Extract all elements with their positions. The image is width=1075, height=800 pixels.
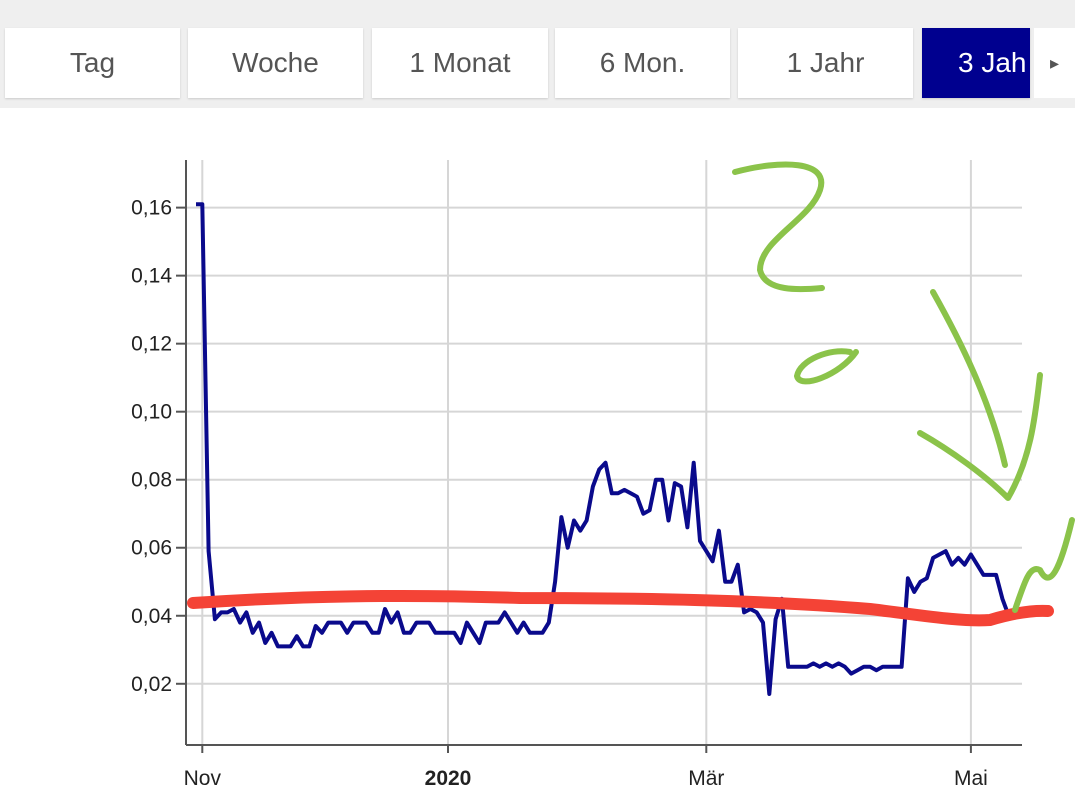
range-tab[interactable]: 6 Mon. (555, 28, 730, 98)
x-tick-label: Mär (688, 767, 724, 790)
x-tick-label: 2020 (425, 767, 472, 790)
hand-drawn-green-scribbles (732, 161, 1075, 613)
scroll-tabs-button[interactable]: ▸ (1034, 28, 1075, 98)
price-line (196, 202, 1011, 696)
range-tab[interactable]: 3 Jah (922, 28, 1030, 98)
y-tick-label: 0,02 (131, 673, 172, 696)
y-tick-label: 0,16 (131, 197, 172, 220)
y-tick-label: 0,14 (131, 265, 172, 288)
range-tab[interactable]: 1 Monat (372, 28, 548, 98)
y-tick-label: 0,06 (131, 537, 172, 560)
y-tick-label: 0,10 (131, 401, 172, 424)
y-tick-label: 0,12 (131, 333, 172, 356)
y-tick-label: 0,04 (131, 605, 172, 628)
y-tick-label: 0,08 (131, 469, 172, 492)
hand-drawn-red-line (187, 589, 1054, 627)
range-tab[interactable]: Woche (188, 28, 363, 98)
range-tab[interactable]: 1 Jahr (738, 28, 913, 98)
range-tab[interactable]: Tag (5, 28, 180, 98)
x-tick-label: Mai (954, 767, 988, 790)
range-tabs: Tag Woche 1 Monat 6 Mon. 1 Jahr 3 Jah (0, 0, 1075, 108)
x-tick-label: Nov (184, 767, 222, 790)
chart: 0,02 0,04 0,06 0,08 0,10 0,12 0,14 0,16 Nov 2020 M… (131, 160, 1075, 790)
